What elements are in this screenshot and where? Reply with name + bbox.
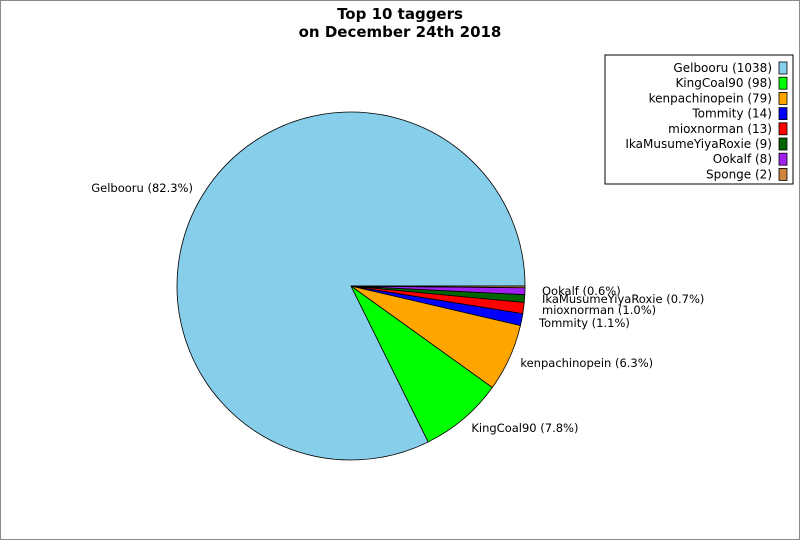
legend-swatch-ikamusumeyiyaroxie [778, 137, 788, 151]
pie-slices [176, 111, 526, 461]
slice-label-gelbooru: Gelbooru (82.3%) [91, 181, 193, 195]
chart-title-line1: Top 10 taggers [337, 5, 463, 23]
slice-label-kenpachinopein: kenpachinopein (6.3%) [520, 356, 653, 370]
slice-label-mioxnorman: mioxnorman (1.0%) [542, 303, 656, 317]
legend-label-sponge: Sponge (2) [706, 167, 772, 181]
legend-swatch-kenpachinopein [778, 92, 788, 105]
legend-box [604, 54, 794, 185]
pie-labels: Gelbooru (82.3%) KingCoal90 (7.8%) kenpach… [91, 181, 704, 435]
legend-swatch-tommity [778, 107, 788, 120]
legend-label-gelbooru: Gelbooru (1038) [673, 61, 772, 75]
legend: Gelbooru (1038)KingCoal90 (98)kenpachino… [604, 54, 794, 185]
slice-label-ookalf: Ookalf (0.6%) [542, 284, 621, 298]
legend-label-ookalf: Ookalf (8) [713, 152, 772, 166]
legend-label-ikamusumeyiyaroxie: IkaMusumeYiyaRoxie (9) [625, 137, 772, 151]
legend-label-mioxnorman: mioxnorman (13) [668, 122, 772, 136]
legend-swatch-sponge [778, 167, 788, 181]
legend-swatch-mioxnorman [778, 122, 788, 136]
pie-slice-sponge [350, 285, 526, 289]
legend-label-tommity: Tommity (14) [691, 107, 772, 121]
legend-label-kenpachinopein: kenpachinopein (79) [649, 91, 772, 105]
legend-swatch-gelbooru [778, 61, 788, 75]
slice-label-kingcoal90: KingCoal90 (7.8%) [471, 421, 578, 435]
slice-label-tommity: Tommity (1.1%) [538, 316, 630, 330]
legend-label-kingcoal90: KingCoal90 (98) [675, 76, 772, 90]
slice-label-ikamusumeyiyaroxie: IkaMusumeYiyaRoxie (0.7%) [542, 292, 704, 306]
legend-swatch-kingcoal90 [778, 76, 788, 90]
legend-swatch-ookalf [778, 152, 788, 166]
chart-title-line2: on December 24th 2018 [299, 23, 502, 41]
